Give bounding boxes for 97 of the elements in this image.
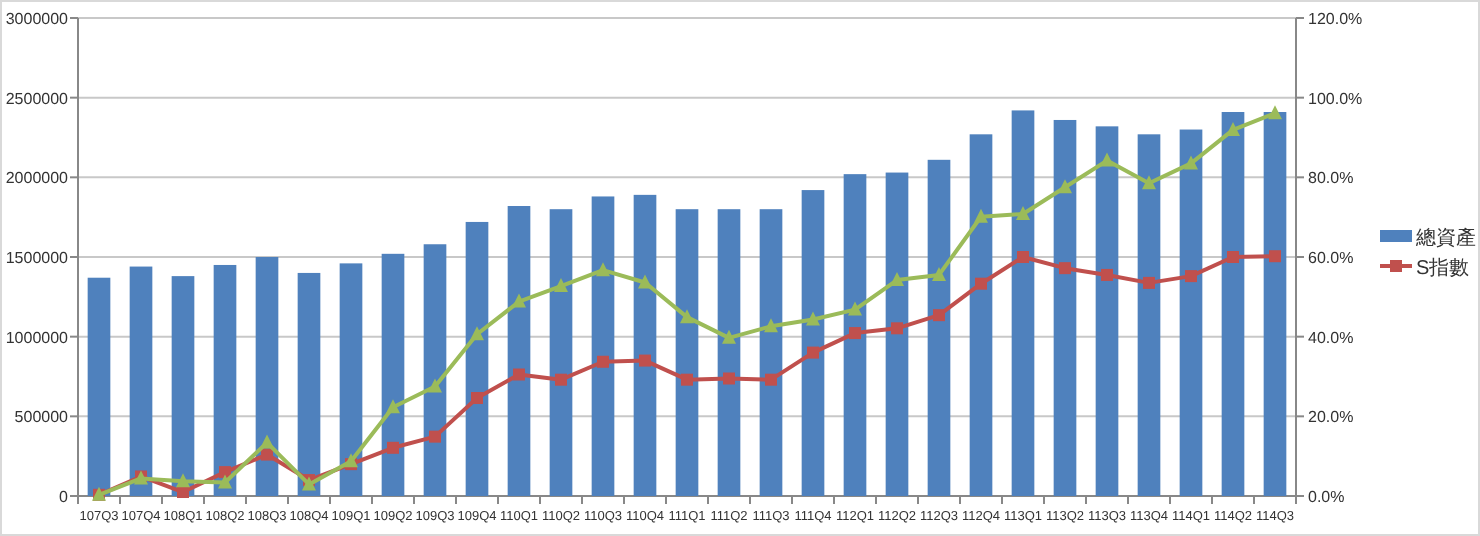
bar [1053,119,1077,496]
bar [465,221,489,496]
bar [381,253,405,496]
point [975,277,987,290]
bar [801,190,825,496]
legend-label: 總資產 [1414,226,1476,250]
ytick: 0 [59,488,68,506]
point [807,346,819,359]
ytick: 1500000 [5,249,68,267]
point [1017,251,1029,263]
point [722,329,736,344]
ytick: 500000 [14,408,68,427]
point [891,322,903,335]
bar [213,264,237,496]
y2tick: 100.0% [1308,89,1363,108]
bar [549,209,573,496]
point [218,474,232,489]
point [1143,276,1155,289]
point [1227,251,1239,263]
point [261,448,273,461]
point [554,278,568,293]
ytick: 1000000 [5,328,68,347]
bar [717,209,741,496]
y2tick: 80.0% [1308,169,1354,188]
bar [633,194,657,496]
bar [255,257,279,496]
point [806,311,820,326]
point [597,355,609,368]
point [386,399,400,414]
legend-label: S指數 [1416,256,1470,280]
point [1185,270,1197,283]
bar [969,134,993,496]
point [1142,175,1156,190]
bar [297,272,321,496]
point [512,293,526,308]
bar [87,277,111,496]
point [1184,155,1198,170]
point [932,266,946,281]
y2tick: 120.0% [1308,10,1363,28]
bar [1137,134,1161,496]
point [1016,205,1030,220]
point [1100,152,1114,167]
point [596,262,610,277]
point [428,378,442,393]
bar [843,174,867,496]
point [723,372,735,385]
point [638,274,652,289]
point [848,301,862,316]
point [765,373,777,386]
bar [675,209,699,496]
point [890,272,904,287]
point [681,373,693,386]
point [344,453,358,468]
point [387,441,399,454]
point [639,354,651,367]
y2tick: 60.0% [1308,249,1354,267]
bar [885,172,909,496]
point [513,368,525,381]
point [680,309,694,324]
bar [1263,112,1287,496]
point [1058,179,1072,194]
bar [1095,126,1119,496]
point [555,373,567,386]
point [933,309,945,322]
bar [129,266,153,496]
point [260,434,274,449]
bar [339,263,363,496]
bar [759,209,783,496]
point [177,486,189,499]
legend-item: S指數 [1380,258,1470,280]
ytick: 2500000 [5,89,68,108]
point [764,318,778,333]
bar [423,244,447,496]
bar [1011,110,1035,496]
bar [1179,129,1203,496]
point [849,327,861,340]
point [1101,268,1113,281]
y2tick: 20.0% [1308,408,1354,427]
ytick: 3000000 [5,10,68,28]
bar [1221,112,1245,496]
ytick: 2000000 [5,169,68,188]
point [1059,262,1071,275]
y2tick: 40.0% [1308,328,1354,347]
point [176,473,190,488]
legend-item: 總資產 [1380,228,1476,250]
bar [171,276,195,496]
point [974,208,988,223]
bar [507,206,531,496]
point [429,430,441,443]
bar [927,159,951,496]
bar [591,196,615,496]
y2tick: 0.0% [1308,488,1345,506]
point [470,326,484,341]
point [1268,105,1282,120]
point [1226,121,1240,136]
point [471,392,483,405]
point [1269,250,1281,263]
